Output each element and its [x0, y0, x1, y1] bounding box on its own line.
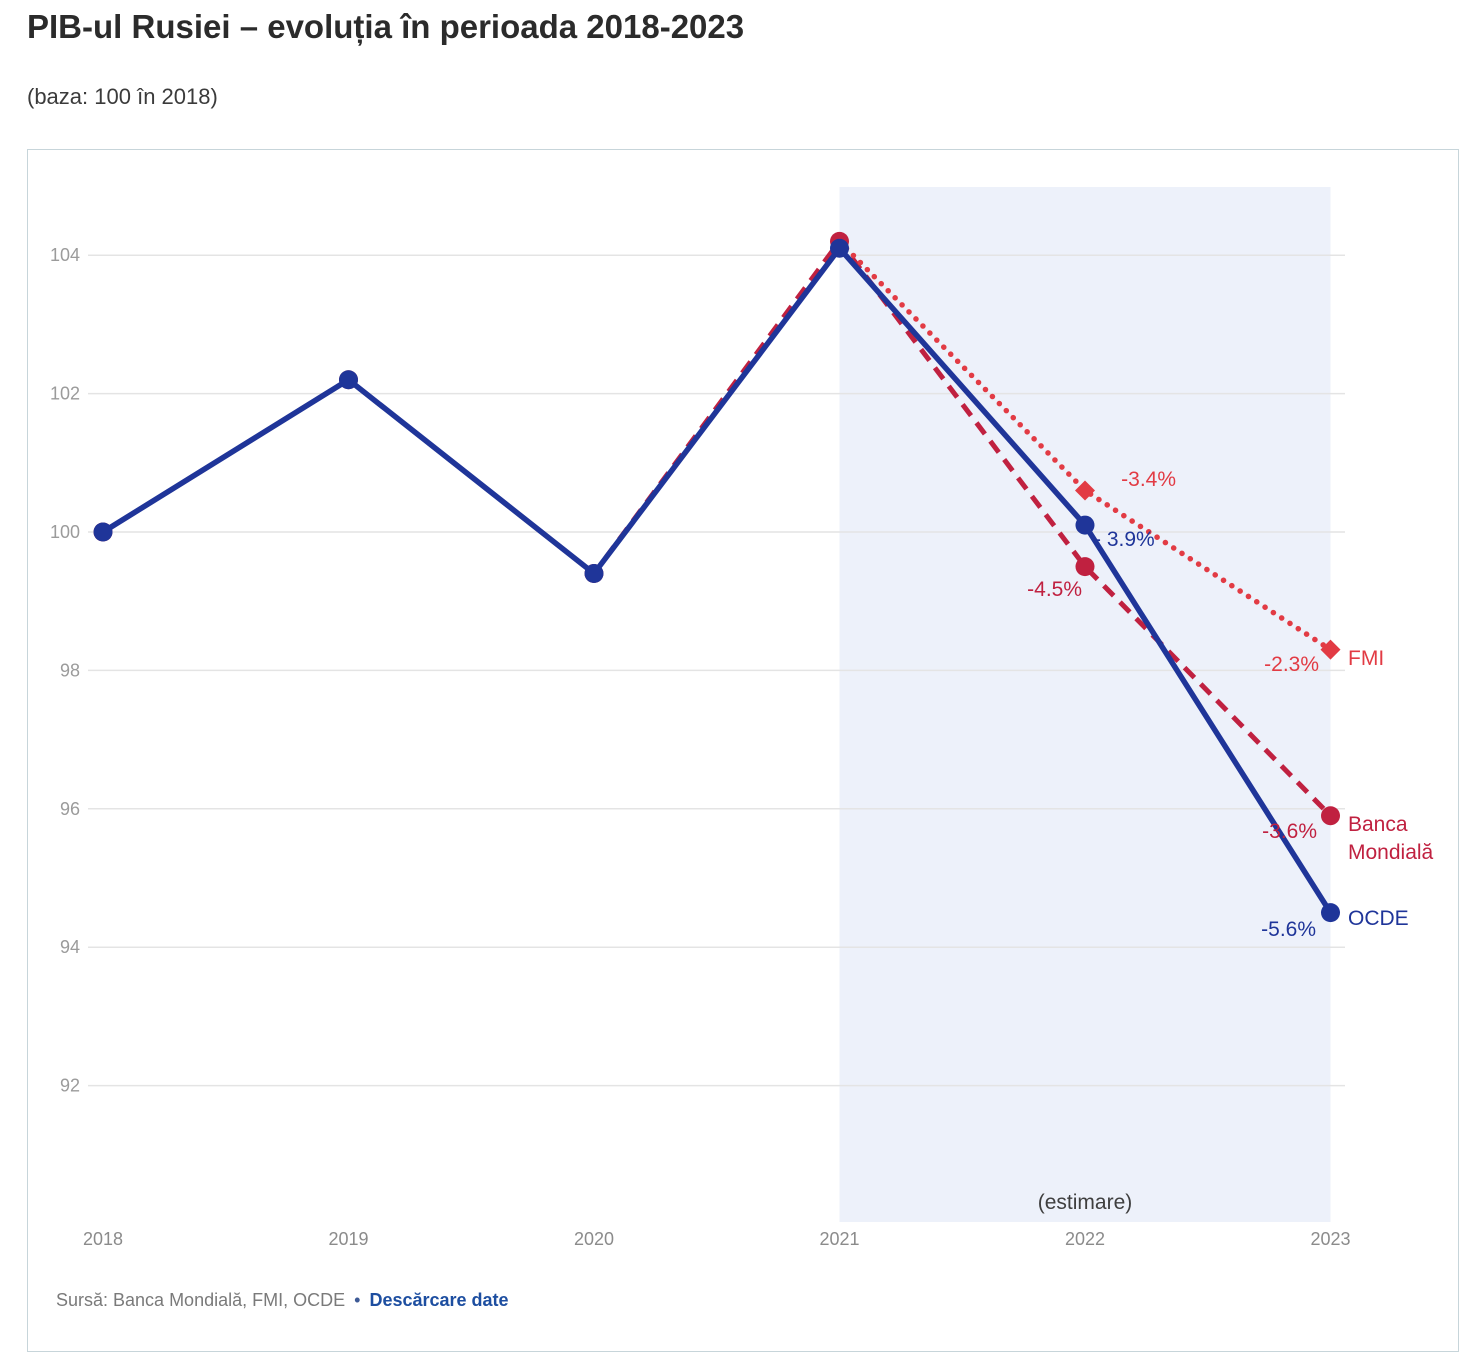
x-tick-label: 2020 [574, 1229, 614, 1249]
annotation-label: -3.4% [1121, 468, 1176, 491]
series-line-ocde [101, 245, 1333, 915]
y-tick-label: 104 [50, 245, 80, 265]
annotation-label: Mondială [1348, 841, 1434, 864]
point-marker[interactable] [584, 564, 604, 584]
annotation-label: - 3.9% [1094, 528, 1155, 551]
point-marker[interactable] [1075, 557, 1095, 577]
page-title: PIB-ul Rusiei – evoluția în perioada 201… [27, 8, 745, 45]
download-data-link[interactable]: Descărcare date [369, 1290, 509, 1310]
point-marker[interactable] [830, 238, 849, 258]
chart-card: 92 94 96 98 100 102 104 2018 2019 2020 2021 2022 202… [27, 149, 1459, 1352]
y-tick-label: 98 [60, 660, 80, 680]
x-tick-label: 2018 [83, 1229, 123, 1249]
point-marker[interactable] [1321, 806, 1340, 826]
annotation-label: Banca [1348, 813, 1408, 836]
annotation-label: -3.6% [1262, 820, 1317, 843]
x-tick-label: 2023 [1310, 1229, 1350, 1249]
point-marker[interactable] [1075, 515, 1095, 535]
annotation-label: OCDE [1348, 907, 1409, 930]
y-tick-label: 94 [60, 937, 80, 957]
estimate-band [839, 187, 1331, 1222]
annotation-label: -4.5% [1027, 578, 1082, 601]
point-marker[interactable] [1075, 480, 1095, 501]
point-marker[interactable] [93, 522, 113, 542]
x-tick-label: 2022 [1065, 1229, 1105, 1249]
point-marker[interactable] [1320, 639, 1341, 660]
point-marker[interactable] [339, 370, 358, 390]
annotation-label: FMI [1348, 647, 1384, 670]
source-row: Sursă: Banca Mondială, FMI, OCDE • Descă… [56, 1290, 509, 1311]
y-tick-label: 92 [60, 1076, 80, 1096]
annotation-label: -5.6% [1261, 918, 1316, 941]
point-marker[interactable] [1321, 903, 1340, 923]
estimate-label: (estimare) [1038, 1191, 1133, 1214]
bullet-separator: • [354, 1290, 361, 1310]
y-tick-label: 100 [50, 522, 80, 542]
line-chart: 92 94 96 98 100 102 104 2018 2019 2020 2021 2022 202… [50, 187, 1434, 1249]
annotation-label: -2.3% [1264, 653, 1319, 676]
x-tick-label: 2021 [819, 1229, 859, 1249]
page-subtitle: (baza: 100 în 2018) [27, 84, 218, 109]
series-line-fmi [836, 238, 1334, 653]
x-tick-label: 2019 [328, 1229, 368, 1249]
y-tick-label: 102 [50, 384, 80, 404]
y-tick-label: 96 [60, 799, 80, 819]
source-text: Sursă: Banca Mondială, FMI, OCDE [56, 1290, 346, 1310]
